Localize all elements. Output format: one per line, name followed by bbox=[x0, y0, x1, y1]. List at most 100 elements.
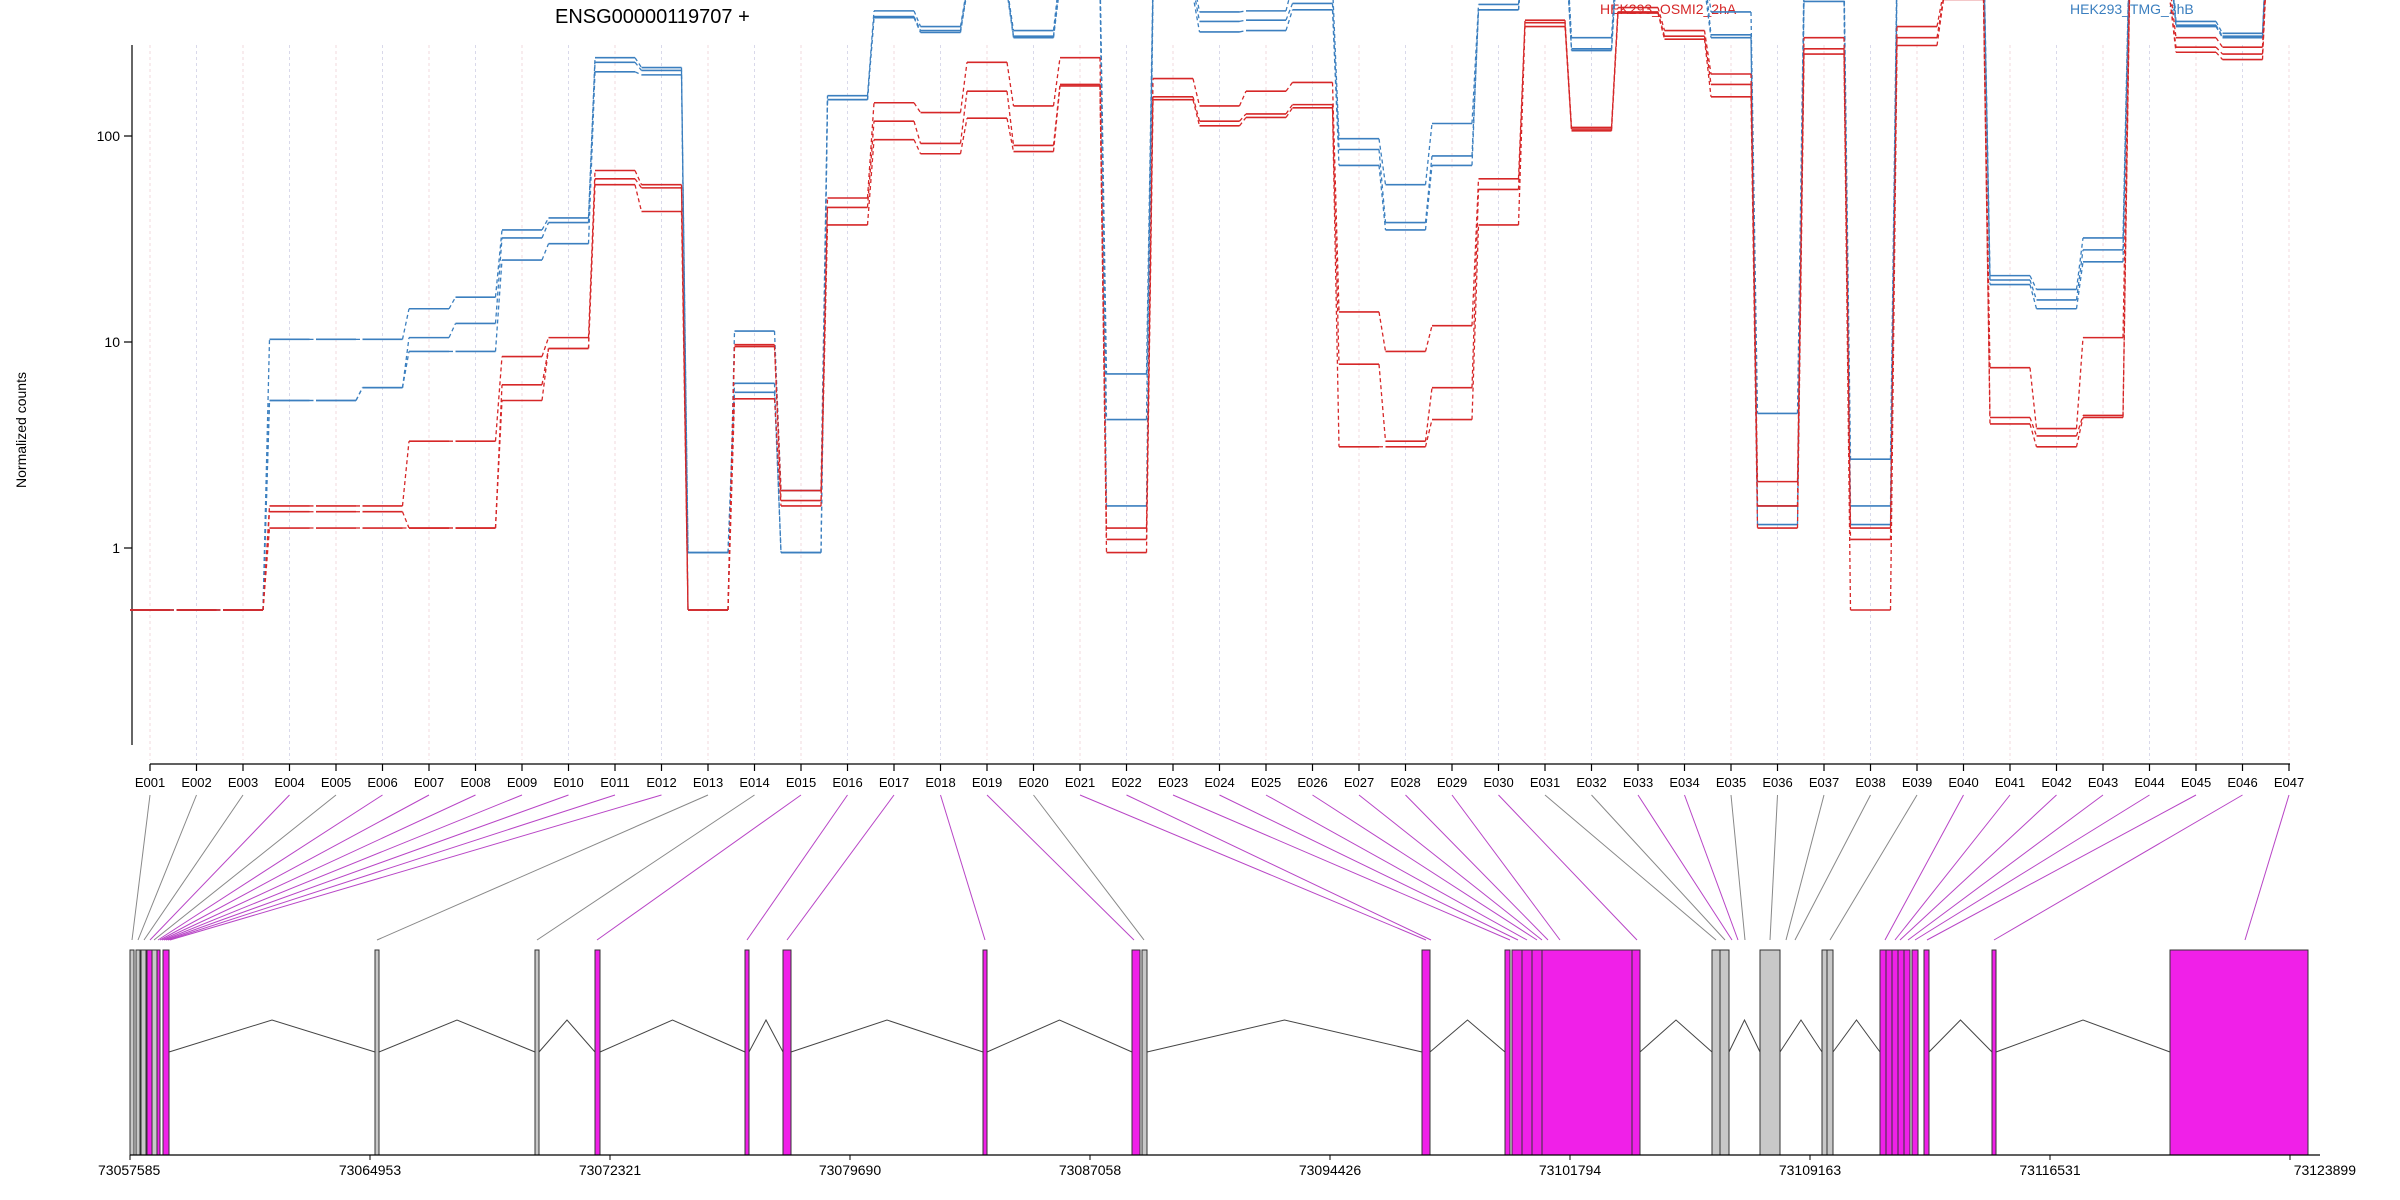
exon-block bbox=[1759, 949, 1781, 1156]
connector-line bbox=[167, 794, 616, 941]
exon-block-highlighted bbox=[1504, 949, 1511, 1156]
x-tick-label: E032 bbox=[1576, 775, 1606, 790]
coord-label: 73094426 bbox=[1299, 1162, 1362, 1178]
coord-label: 73079690 bbox=[819, 1162, 882, 1178]
x-tick-label: E007 bbox=[414, 775, 444, 790]
connector-line bbox=[163, 794, 523, 941]
x-tick-label: E038 bbox=[1855, 775, 1885, 790]
x-tick-label: E017 bbox=[879, 775, 909, 790]
x-tick-label: E014 bbox=[739, 775, 769, 790]
x-tick-label: E027 bbox=[1344, 775, 1374, 790]
coord-label: 73123899 bbox=[2294, 1162, 2357, 1178]
x-tick-label: E003 bbox=[228, 775, 258, 790]
y-axis: 1101001000 bbox=[97, 45, 133, 745]
x-tick-label: E045 bbox=[2181, 775, 2211, 790]
exon-block-highlighted bbox=[594, 949, 601, 1156]
exon-block-highlighted bbox=[744, 949, 750, 1156]
x-tick-label: E002 bbox=[181, 775, 211, 790]
connector-line bbox=[1884, 794, 1964, 941]
exon-block-highlighted bbox=[1923, 949, 1930, 1156]
connector-line bbox=[149, 794, 290, 941]
exon-block bbox=[534, 949, 540, 1156]
exon-block-highlighted bbox=[1541, 949, 1633, 1156]
connector-line bbox=[161, 794, 476, 941]
exon-block-highlighted bbox=[982, 949, 988, 1156]
x-tick-label: E022 bbox=[1111, 775, 1141, 790]
x-tick-label: E036 bbox=[1762, 775, 1792, 790]
x-tick-label: E019 bbox=[972, 775, 1002, 790]
connector-line bbox=[1498, 794, 1638, 941]
exon-block-highlighted bbox=[1903, 949, 1911, 1156]
connector-line bbox=[1405, 794, 1549, 941]
exon-block-highlighted bbox=[782, 949, 792, 1156]
x-tick-label: E011 bbox=[600, 775, 629, 790]
x-tick-label: E029 bbox=[1437, 775, 1467, 790]
y-tick-label: 1 bbox=[112, 540, 120, 556]
connector-line bbox=[1219, 794, 1519, 941]
connector-line bbox=[1684, 794, 1739, 941]
coord-label: 73064953 bbox=[339, 1162, 402, 1178]
x-tick-label: E040 bbox=[1948, 775, 1978, 790]
exon-block bbox=[1711, 949, 1721, 1156]
y-axis-label: Normalized counts bbox=[13, 372, 29, 488]
connector-line bbox=[1079, 794, 1427, 941]
connector-line bbox=[1033, 794, 1145, 941]
connector-line bbox=[1926, 794, 2197, 941]
connector-line bbox=[1730, 794, 1746, 941]
coord-label: 73057585 bbox=[98, 1162, 161, 1178]
connector-line bbox=[137, 794, 197, 941]
x-tick-label: E025 bbox=[1251, 775, 1281, 790]
connector-line bbox=[165, 794, 569, 941]
connector-line bbox=[143, 794, 244, 941]
coord-label: 73087058 bbox=[1059, 1162, 1122, 1178]
series-transitions bbox=[170, 0, 2266, 611]
exon-block-highlighted bbox=[1531, 949, 1543, 1156]
exon-block-highlighted bbox=[1897, 949, 1905, 1156]
x-tick-label: E008 bbox=[460, 775, 490, 790]
exon-block bbox=[140, 949, 147, 1156]
x-tick-label: E042 bbox=[2041, 775, 2071, 790]
connector-line bbox=[2244, 794, 2290, 941]
connector-line bbox=[536, 794, 755, 941]
x-tick-label: E044 bbox=[2134, 775, 2164, 790]
gene-model bbox=[129, 949, 2309, 1156]
connector-line bbox=[1829, 794, 1918, 941]
x-tick-label: E015 bbox=[786, 775, 816, 790]
connector-line bbox=[131, 794, 151, 941]
x-tick-label: E020 bbox=[1018, 775, 1048, 790]
exon-block bbox=[135, 949, 141, 1156]
x-tick-label: E043 bbox=[2088, 775, 2118, 790]
exon-block-highlighted bbox=[162, 949, 170, 1156]
connector-line bbox=[1126, 794, 1432, 941]
connector-line bbox=[1794, 794, 1871, 941]
x-tick-label: E010 bbox=[553, 775, 583, 790]
x-tick-label: E034 bbox=[1669, 775, 1699, 790]
y-tick-label: 10 bbox=[104, 334, 120, 350]
exon-block bbox=[1141, 949, 1148, 1156]
x-tick-label: E041 bbox=[1995, 775, 2025, 790]
x-tick-label: E006 bbox=[367, 775, 397, 790]
connector-line bbox=[596, 794, 802, 941]
connector-line bbox=[1899, 794, 2057, 941]
connector-line bbox=[1993, 794, 2243, 941]
exon-block-highlighted bbox=[156, 949, 161, 1156]
vertical-gridlines bbox=[149, 45, 2290, 760]
chart-title: ENSG00000119707 + bbox=[555, 6, 750, 28]
exon-block-highlighted bbox=[1911, 949, 1919, 1156]
coord-label: 73109163 bbox=[1779, 1162, 1842, 1178]
connector-line bbox=[159, 794, 430, 941]
connector-line bbox=[1785, 794, 1825, 941]
exon-block-highlighted bbox=[1885, 949, 1893, 1156]
coord-label: 73101794 bbox=[1539, 1162, 1602, 1178]
exon-block bbox=[1719, 949, 1730, 1156]
series-line bbox=[130, 0, 2266, 611]
x-tick-label: E028 bbox=[1390, 775, 1420, 790]
intron-lines bbox=[168, 1018, 2171, 1053]
connector-line bbox=[1591, 794, 1726, 941]
genomic-coordinates: 73057585 73064953 73072321 73079690 73087058… bbox=[98, 1154, 2357, 1178]
x-tick-label: E004 bbox=[274, 775, 304, 790]
x-tick-label: E024 bbox=[1204, 775, 1234, 790]
exon-block-highlighted bbox=[1511, 949, 1523, 1156]
x-axis: E001 E002 E003 E004 E005 E006 E007 E008 E009 E010… bbox=[135, 763, 2304, 790]
